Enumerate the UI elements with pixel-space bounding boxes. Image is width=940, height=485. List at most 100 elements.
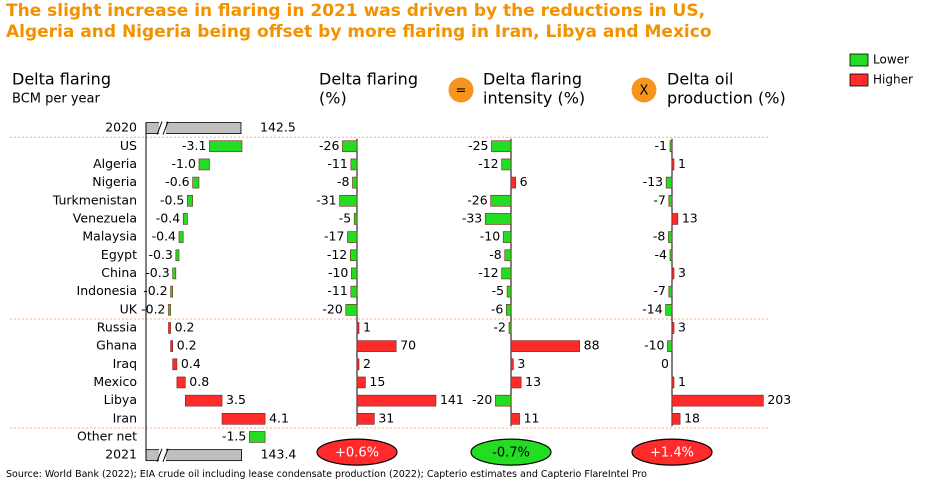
category-label-algeria: Algeria bbox=[93, 156, 137, 171]
panel-2-label-libya: 141 bbox=[440, 392, 464, 407]
delta-bcm-bar-mexico bbox=[176, 376, 186, 389]
panel-4-label-uk: -14 bbox=[642, 301, 662, 316]
panel-3-label-mexico: 13 bbox=[525, 374, 541, 389]
delta-bcm-bar-ghana bbox=[170, 340, 174, 352]
total-2020-label: 142.5 bbox=[260, 120, 296, 135]
panel-3-title-line-1: Delta flaring bbox=[483, 70, 582, 89]
panel-3-label-us: -25 bbox=[468, 138, 488, 153]
category-label-venezuela: Venezuela bbox=[73, 210, 137, 225]
category-label-turkmenistan: Turkmenistan bbox=[52, 192, 137, 207]
panel-4-label-russia: 3 bbox=[678, 319, 686, 334]
delta-bcm-bar-nigeria bbox=[192, 176, 200, 189]
panel-4-label-us: -1 bbox=[655, 138, 667, 153]
panel-4-bar-us bbox=[669, 140, 673, 153]
delta-bcm-label-russia: 0.2 bbox=[175, 319, 195, 334]
panel-3-label-nigeria: 6 bbox=[520, 174, 528, 189]
panel-3-label-russia: -2 bbox=[494, 319, 506, 334]
panel-2-bar-turkmenistan bbox=[339, 194, 358, 207]
delta-bcm-bar-iraq bbox=[172, 358, 178, 371]
delta-bcm-label-nigeria: -0.6 bbox=[165, 174, 189, 189]
panel-4-bar-egypt bbox=[669, 249, 673, 262]
times-operator-symbol: X bbox=[640, 84, 649, 99]
total-2021-label: 143.4 bbox=[261, 447, 297, 462]
total-2021-break-mark-left bbox=[156, 448, 163, 462]
panel-2-label-iran: 31 bbox=[378, 410, 394, 425]
panel-3-total-ellipse bbox=[470, 438, 552, 466]
panel-4-bar-nigeria bbox=[665, 176, 673, 189]
panel-3-bar-china bbox=[501, 267, 512, 280]
panel-2-label-iraq: 2 bbox=[363, 356, 371, 371]
panel-3-bar-turkmenistan bbox=[490, 194, 512, 207]
panel-2-total-ellipse bbox=[316, 438, 398, 466]
legend-swatch-higher bbox=[849, 73, 869, 87]
chart-title: The slight increase in flaring in 2021 w… bbox=[6, 1, 836, 43]
equals-operator-symbol: = bbox=[456, 84, 467, 99]
panel-3-label-malaysia: -10 bbox=[480, 229, 500, 244]
times-operator-circle bbox=[631, 77, 657, 103]
category-label-2021: 2021 bbox=[105, 447, 137, 462]
panel-4-bar-russia bbox=[671, 322, 675, 334]
category-label-ghana: Ghana bbox=[96, 338, 137, 353]
panel-2-label-ghana: 70 bbox=[400, 338, 416, 353]
panel-4-label-iraq: 0 bbox=[661, 356, 669, 371]
total-2021-break-mark-right bbox=[162, 448, 169, 462]
panel-4-title-line-2: production (%) bbox=[667, 89, 786, 108]
panel-2-bar-mexico bbox=[356, 376, 366, 389]
panel-3-bar-mexico bbox=[510, 376, 522, 389]
panel-3-label-indonesia: -5 bbox=[492, 283, 504, 298]
panel-2-label-malaysia: -17 bbox=[324, 229, 344, 244]
legend-swatch-lower bbox=[849, 53, 869, 67]
panel-2-label-indonesia: -11 bbox=[327, 283, 347, 298]
panel-2-bar-egypt bbox=[349, 249, 358, 262]
panel-4-label-mexico: 1 bbox=[678, 374, 686, 389]
panel-3-bar-uk bbox=[506, 303, 512, 316]
panel-3-label-libya: -20 bbox=[472, 392, 492, 407]
category-label-mexico: Mexico bbox=[93, 374, 137, 389]
delta-bcm-bar-algeria bbox=[198, 158, 210, 171]
panel-4-bar-iran bbox=[671, 413, 681, 425]
category-label-nigeria: Nigeria bbox=[92, 174, 137, 189]
panel-2-label-egypt: -12 bbox=[327, 247, 347, 262]
panel-2-label-venezuela: -5 bbox=[339, 210, 351, 225]
delta-bcm-label-egypt: -0.3 bbox=[148, 247, 172, 262]
delta-bcm-label-iraq: 0.4 bbox=[181, 356, 201, 371]
panel-4-bar-mexico bbox=[671, 376, 675, 389]
delta-bcm-bar-other-net bbox=[249, 431, 266, 443]
chart-title-line-1: The slight increase in flaring in 2021 w… bbox=[6, 1, 706, 21]
panel-4-bar-uk bbox=[665, 303, 673, 316]
panel-2-title-line-2: (%) bbox=[319, 89, 347, 108]
panel-3-total-label: -0.7% bbox=[492, 446, 530, 461]
category-label-china: China bbox=[101, 265, 137, 280]
panel-3-label-turkmenistan: -26 bbox=[467, 192, 487, 207]
panel-3-label-china: -12 bbox=[478, 265, 498, 280]
panel-3-label-iraq: 3 bbox=[517, 356, 525, 371]
panel-1-title-line-2: BCM per year bbox=[12, 92, 101, 107]
panel-4-total-label: +1.4% bbox=[650, 446, 694, 461]
panel-2-bar-indonesia bbox=[350, 285, 358, 298]
panel-2-bar-iraq bbox=[356, 358, 360, 371]
panel-2-bar-libya bbox=[356, 394, 437, 407]
delta-bcm-label-iran: 4.1 bbox=[269, 410, 289, 425]
delta-bcm-bar-us bbox=[209, 140, 243, 153]
total-2020-break-gap bbox=[159, 121, 166, 135]
panel-3-label-iran: 11 bbox=[524, 410, 540, 425]
panel-3-bar-indonesia bbox=[506, 285, 512, 298]
delta-bcm-bar-malaysia bbox=[178, 231, 184, 243]
panel-2-bar-china bbox=[351, 267, 358, 280]
panel-2-bar-russia bbox=[356, 322, 360, 334]
panel-4-bar-venezuela bbox=[671, 213, 679, 225]
panel-1-title-line-1: Delta flaring bbox=[12, 70, 111, 89]
legend-label-lower: Lower bbox=[873, 53, 909, 67]
category-label-iraq: Iraq bbox=[113, 356, 137, 371]
panel-3-bar-russia bbox=[508, 322, 512, 334]
total-2020-break-mark-left bbox=[156, 121, 163, 135]
panel-3-label-ghana: 88 bbox=[584, 338, 600, 353]
source-note: Source: World Bank (2022); EIA crude oil… bbox=[6, 469, 647, 480]
panel-3-bar-iraq bbox=[510, 358, 514, 371]
delta-bcm-bar-china bbox=[172, 267, 177, 280]
panel-3-label-venezuela: -33 bbox=[462, 210, 482, 225]
panel-2-bar-iran bbox=[356, 413, 375, 425]
delta-bcm-label-algeria: -1.0 bbox=[172, 156, 196, 171]
category-label-egypt: Egypt bbox=[101, 247, 137, 262]
